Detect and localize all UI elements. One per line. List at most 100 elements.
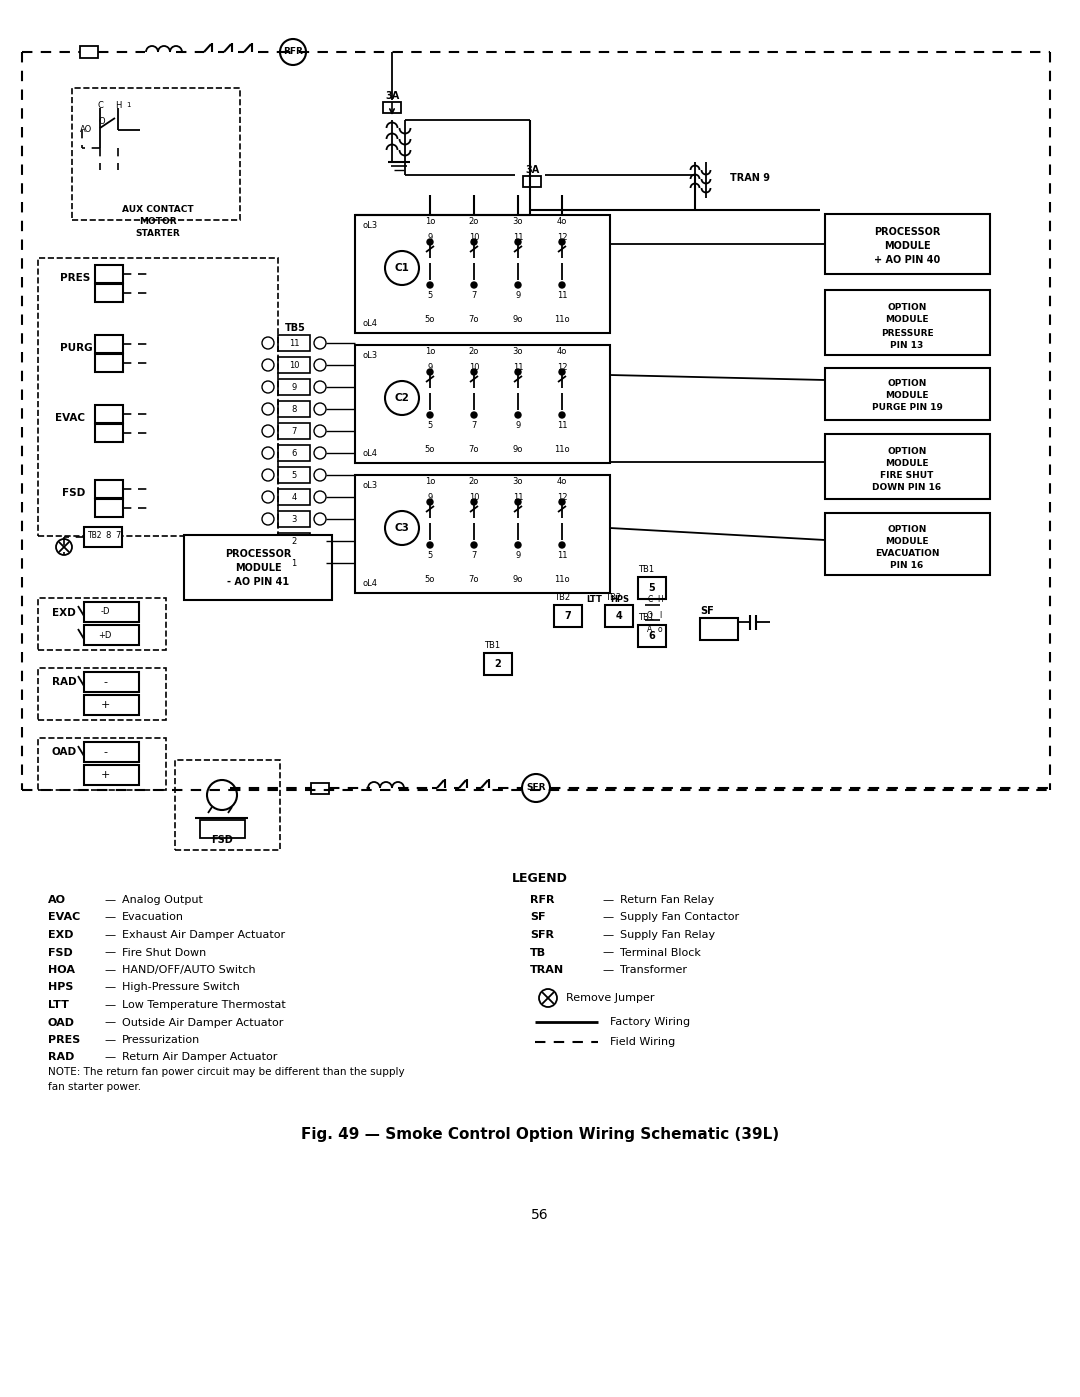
Bar: [38, 258, 278, 536]
Text: 2o: 2o: [469, 218, 480, 226]
Text: 7o: 7o: [469, 316, 480, 324]
Text: PRES: PRES: [48, 1035, 80, 1045]
Bar: [638, 577, 666, 599]
Bar: [605, 605, 633, 627]
Text: Factory Wiring: Factory Wiring: [610, 1017, 690, 1027]
Text: -D: -D: [100, 608, 110, 616]
Bar: [825, 434, 990, 499]
Bar: [38, 668, 166, 719]
Text: + AO PIN 40: + AO PIN 40: [874, 256, 940, 265]
Text: OPTION: OPTION: [888, 525, 927, 535]
Text: oL3: oL3: [363, 351, 378, 359]
Text: OAD: OAD: [48, 1017, 75, 1028]
Text: SFR: SFR: [530, 930, 554, 940]
Text: 10: 10: [469, 493, 480, 503]
Bar: [278, 511, 310, 527]
Text: 10: 10: [469, 233, 480, 243]
Text: 4o: 4o: [557, 348, 567, 356]
Text: +: +: [100, 770, 110, 780]
Text: C2: C2: [394, 393, 409, 402]
Bar: [278, 446, 310, 461]
Circle shape: [314, 513, 326, 525]
Bar: [84, 624, 139, 645]
Text: Supply Fan Relay: Supply Fan Relay: [620, 930, 715, 940]
Bar: [278, 467, 310, 483]
Circle shape: [471, 369, 477, 374]
Text: RFR: RFR: [530, 895, 554, 905]
Text: EXD: EXD: [52, 608, 76, 617]
Text: 12: 12: [557, 493, 567, 503]
Text: —: —: [603, 965, 613, 975]
Text: Analog Output: Analog Output: [122, 895, 203, 905]
Text: 5: 5: [292, 471, 297, 479]
Text: HPS: HPS: [610, 595, 630, 605]
Text: Return Air Damper Actuator: Return Air Damper Actuator: [122, 1052, 278, 1063]
Text: HOA: HOA: [48, 965, 75, 975]
Text: PURGE PIN 19: PURGE PIN 19: [872, 404, 943, 412]
Text: -: -: [103, 747, 107, 757]
Text: OPTION: OPTION: [888, 303, 927, 313]
Circle shape: [314, 535, 326, 548]
Text: —: —: [105, 895, 116, 905]
Text: C: C: [97, 101, 103, 109]
Text: +D: +D: [98, 630, 111, 640]
Text: PRES: PRES: [60, 272, 91, 284]
Bar: [278, 423, 310, 439]
Text: oL4: oL4: [363, 578, 378, 588]
Text: MODULE: MODULE: [234, 563, 281, 573]
Bar: [278, 379, 310, 395]
Text: oL4: oL4: [363, 319, 378, 327]
Text: TB: TB: [530, 947, 546, 957]
Text: 5: 5: [649, 583, 656, 592]
Bar: [84, 602, 139, 622]
Text: I: I: [659, 610, 661, 619]
Text: OAD: OAD: [52, 747, 77, 757]
Text: Pressurization: Pressurization: [122, 1035, 200, 1045]
Text: 11: 11: [288, 338, 299, 348]
Circle shape: [515, 412, 521, 418]
Text: RAD: RAD: [52, 678, 77, 687]
Text: 5: 5: [428, 420, 433, 429]
Bar: [554, 605, 582, 627]
Text: 9o: 9o: [513, 576, 523, 584]
Text: 5: 5: [428, 550, 433, 560]
Circle shape: [471, 542, 477, 548]
Text: PIN 16: PIN 16: [890, 562, 923, 570]
Text: —: —: [105, 982, 116, 992]
Text: 3: 3: [292, 514, 297, 524]
Text: —: —: [105, 930, 116, 940]
Text: OPTION: OPTION: [888, 380, 927, 388]
Text: 7o: 7o: [469, 446, 480, 454]
Text: TB2: TB2: [87, 531, 103, 541]
Text: 2o: 2o: [469, 348, 480, 356]
Text: 8: 8: [106, 531, 110, 541]
Circle shape: [384, 511, 419, 545]
Text: 9: 9: [515, 420, 521, 429]
Text: TB1: TB1: [484, 641, 500, 651]
Text: TB2: TB2: [554, 594, 570, 602]
Text: 5o: 5o: [424, 316, 435, 324]
Bar: [184, 535, 332, 599]
Circle shape: [314, 425, 326, 437]
Circle shape: [427, 282, 433, 288]
Circle shape: [314, 447, 326, 460]
Text: —: —: [603, 930, 613, 940]
Text: —: —: [105, 912, 116, 922]
Text: 9: 9: [292, 383, 297, 391]
Circle shape: [262, 535, 274, 548]
Text: 4o: 4o: [557, 478, 567, 486]
Text: LTT: LTT: [586, 595, 602, 605]
Text: MODULE: MODULE: [886, 391, 929, 401]
Text: 9o: 9o: [513, 446, 523, 454]
Circle shape: [559, 369, 565, 374]
Text: 7o: 7o: [469, 576, 480, 584]
Circle shape: [515, 542, 521, 548]
Text: 6: 6: [292, 448, 297, 457]
Text: 9: 9: [515, 550, 521, 560]
Text: 6: 6: [649, 631, 656, 641]
Circle shape: [515, 239, 521, 244]
Text: High-Pressure Switch: High-Pressure Switch: [122, 982, 240, 992]
Text: Supply Fan Contactor: Supply Fan Contactor: [620, 912, 739, 922]
Text: MODULE: MODULE: [886, 460, 929, 468]
Text: 2o: 2o: [469, 478, 480, 486]
